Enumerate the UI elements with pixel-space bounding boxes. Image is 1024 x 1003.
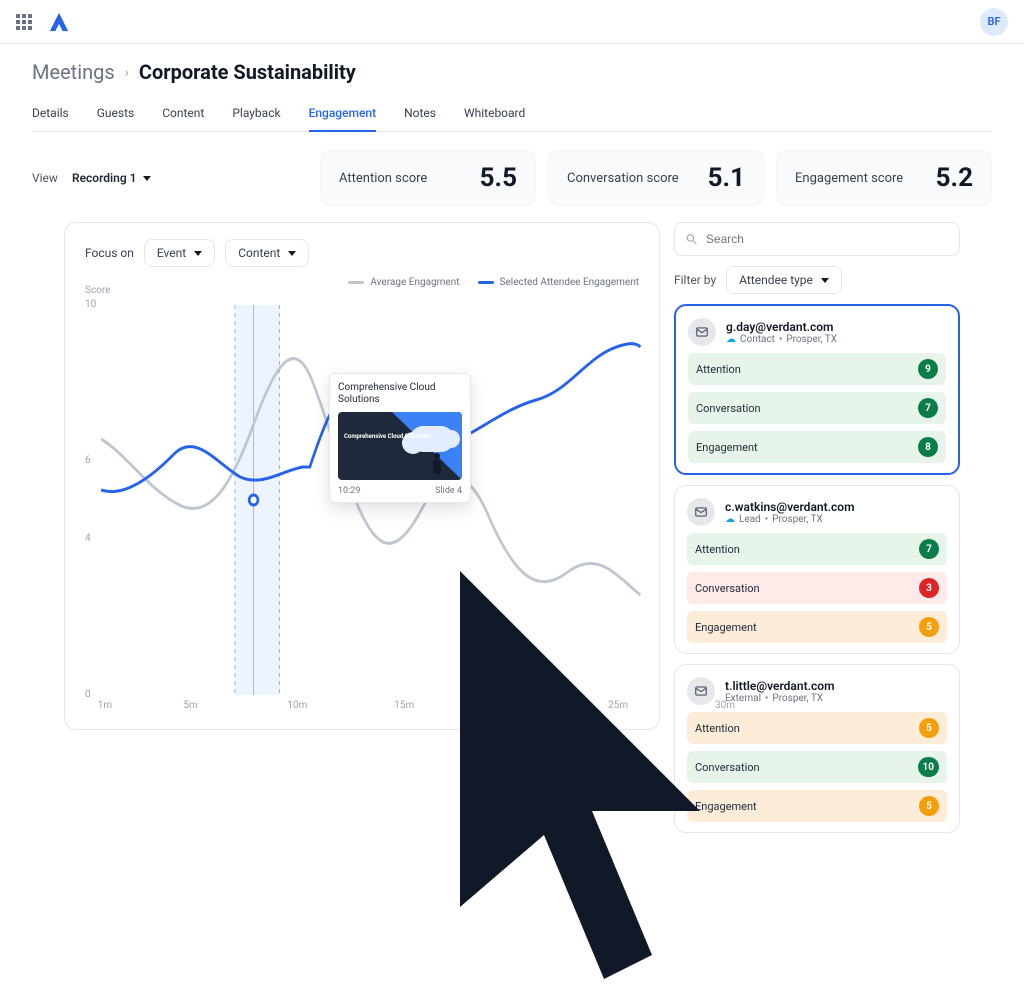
page-title: Corporate Sustainability xyxy=(139,60,356,84)
score-attention: Attention score 5.5 xyxy=(320,150,536,206)
user-avatar[interactable]: BF xyxy=(980,8,1008,36)
metric-score: 8 xyxy=(918,437,938,457)
mail-icon xyxy=(688,318,716,346)
slide-tooltip: Comprehensive Cloud Solutions Comprehens… xyxy=(329,373,471,503)
y-tick: 6 xyxy=(85,455,91,466)
filter-label: Filter by xyxy=(674,273,716,287)
breadcrumb: Meetings › Corporate Sustainability xyxy=(32,60,992,84)
chevron-right-icon: › xyxy=(125,65,129,81)
attendee-email: g.day@verdant.com xyxy=(726,320,837,334)
chip-label: Attendee type xyxy=(739,273,813,287)
metric-score: 5 xyxy=(919,718,939,738)
caret-down-icon xyxy=(288,251,296,256)
tabbar: Details Guests Content Playback Engagement No… xyxy=(32,98,992,132)
tab-guests[interactable]: Guests xyxy=(97,98,134,131)
tooltip-timestamp: 10:29 xyxy=(338,486,360,496)
marker-dot xyxy=(249,495,258,505)
mail-icon xyxy=(687,498,715,526)
attendee-meta: ☁Lead•Prosper, TX xyxy=(725,514,855,525)
legend-label: Selected Attendee Engagement xyxy=(500,277,639,288)
app-launcher-icon[interactable] xyxy=(16,14,32,30)
chip-content[interactable]: Content xyxy=(225,239,309,267)
metric-row-attention: Attention9 xyxy=(688,353,946,385)
focus-label: Focus on xyxy=(85,246,134,260)
attendee-card[interactable]: g.day@verdant.com☁Contact•Prosper, TX Att… xyxy=(674,304,960,475)
chip-event[interactable]: Event xyxy=(144,239,215,267)
score-conversation: Conversation score 5.1 xyxy=(548,150,764,206)
chip-label: Event xyxy=(157,246,186,260)
x-tick: 5m xyxy=(183,700,197,711)
caret-down-icon xyxy=(821,278,829,283)
app-logo[interactable] xyxy=(48,11,70,33)
legend-label: Average Engagment xyxy=(370,277,459,288)
caret-down-icon xyxy=(143,176,151,181)
attendee-meta: ☁Contact•Prosper, TX xyxy=(726,334,837,345)
thumb-title: Comprehensive Cloud Solutions xyxy=(344,434,430,441)
salesforce-icon: ☁ xyxy=(725,514,735,525)
metric-row-attention: Attention7 xyxy=(687,533,947,565)
chart-legend: Average Engagment Selected Attendee Enga… xyxy=(348,277,639,288)
axis-title: Score xyxy=(85,285,110,296)
slide-thumbnail[interactable]: Comprehensive Cloud Solutions xyxy=(338,412,462,480)
tab-engagement[interactable]: Engagement xyxy=(309,98,377,132)
score-value: 5.1 xyxy=(708,163,745,193)
x-tick: 1m xyxy=(98,700,112,711)
score-label: Engagement score xyxy=(795,171,903,186)
view-selected: Recording 1 xyxy=(72,171,137,185)
engagement-chart-pane: Focus on Event Content Average Engagment… xyxy=(64,222,660,730)
x-tick: 10m xyxy=(287,700,307,711)
search-field[interactable] xyxy=(706,232,949,246)
caret-down-icon xyxy=(194,251,202,256)
metric-score: 5 xyxy=(919,617,939,637)
metric-score: 7 xyxy=(919,539,939,559)
y-tick: 10 xyxy=(85,299,96,310)
score-label: Attention score xyxy=(339,171,427,186)
search-input[interactable] xyxy=(674,222,960,256)
tab-whiteboard[interactable]: Whiteboard xyxy=(464,98,525,131)
view-label: View xyxy=(32,171,58,185)
tab-content[interactable]: Content xyxy=(162,98,204,131)
metric-score: 7 xyxy=(918,398,938,418)
filter-attendee-type[interactable]: Attendee type xyxy=(726,266,842,294)
metric-score: 10 xyxy=(918,757,939,777)
tab-details[interactable]: Details xyxy=(32,98,69,131)
score-value: 5.2 xyxy=(936,163,973,193)
score-cards: Attention score 5.5 Conversation score 5… xyxy=(320,150,992,206)
chip-label: Content xyxy=(238,246,280,260)
breadcrumb-parent[interactable]: Meetings xyxy=(32,60,115,84)
metric-score: 5 xyxy=(919,796,939,816)
attendee-email: c.watkins@verdant.com xyxy=(725,500,855,514)
tab-notes[interactable]: Notes xyxy=(404,98,436,131)
search-icon xyxy=(685,232,698,246)
tooltip-title: Comprehensive Cloud Solutions xyxy=(338,382,462,406)
metric-score: 9 xyxy=(918,359,938,379)
salesforce-icon: ☁ xyxy=(726,334,736,345)
score-label: Conversation score xyxy=(567,171,679,186)
cursor-icon xyxy=(317,571,891,1003)
metric-score: 3 xyxy=(919,578,939,598)
score-value: 5.5 xyxy=(480,163,517,193)
topbar: BF xyxy=(0,0,1024,44)
y-tick: 4 xyxy=(85,533,91,544)
y-tick: 0 xyxy=(85,689,91,700)
metric-row-conversation: Conversation7 xyxy=(688,392,946,424)
tab-playback[interactable]: Playback xyxy=(232,98,280,131)
score-engagement: Engagement score 5.2 xyxy=(776,150,992,206)
tooltip-slide-label: Slide 4 xyxy=(435,486,462,496)
view-selector[interactable]: Recording 1 xyxy=(72,171,151,185)
metric-row-engagement: Engagement8 xyxy=(688,431,946,463)
